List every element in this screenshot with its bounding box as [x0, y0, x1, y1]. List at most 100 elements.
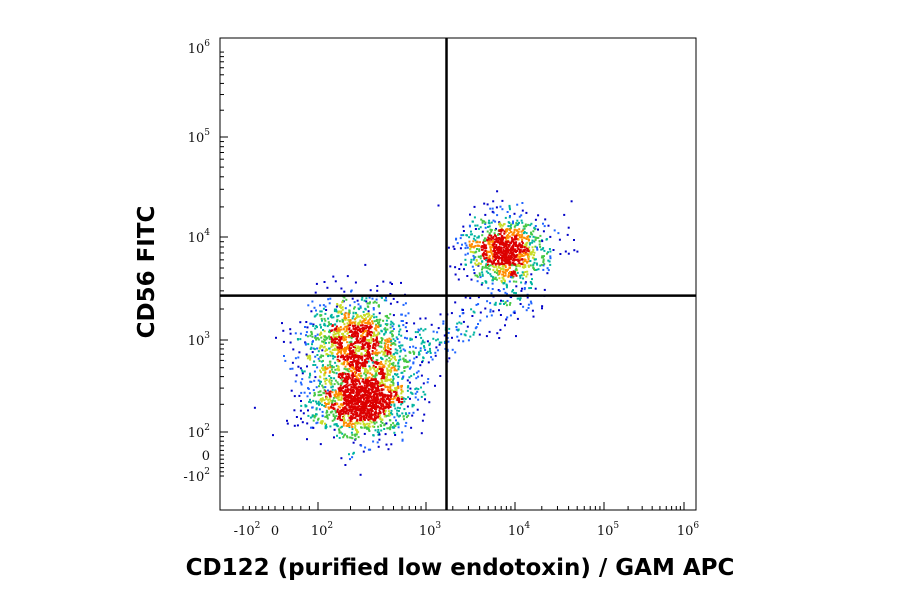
- event-dot: [357, 323, 360, 326]
- event-dot: [364, 391, 367, 393]
- event-dot: [354, 341, 357, 344]
- event-dot: [500, 229, 503, 232]
- event-dot: [389, 383, 392, 386]
- event-dot: [474, 262, 477, 265]
- event-dot: [498, 290, 501, 292]
- event-dot: [365, 349, 368, 352]
- event-dot: [358, 370, 361, 372]
- event-dot: [349, 436, 352, 439]
- event-dot: [454, 266, 457, 269]
- event-dot: [456, 322, 459, 325]
- event-dot: [342, 408, 345, 411]
- event-dot: [386, 353, 389, 356]
- event-dot: [342, 416, 345, 419]
- event-dot: [343, 356, 346, 359]
- event-dot: [417, 375, 420, 378]
- event-dot: [339, 350, 341, 353]
- event-dot: [385, 358, 388, 361]
- event-dot: [310, 310, 313, 313]
- event-dot: [342, 394, 345, 396]
- event-dot: [484, 266, 487, 269]
- event-dot: [372, 331, 375, 334]
- event-dot: [490, 260, 493, 263]
- event-dot: [463, 268, 465, 271]
- event-dot: [531, 278, 533, 281]
- event-dot: [348, 425, 351, 427]
- event-dot: [477, 227, 480, 230]
- event-dot: [321, 384, 324, 387]
- event-dot: [549, 235, 552, 238]
- event-dot: [346, 398, 349, 401]
- event-dot: [498, 256, 501, 259]
- event-dot: [337, 398, 340, 401]
- event-dot: [512, 259, 515, 262]
- event-dot: [515, 238, 518, 241]
- event-dot: [374, 393, 377, 396]
- event-dot: [354, 437, 357, 440]
- event-dot: [542, 247, 545, 250]
- event-dot: [505, 292, 508, 295]
- event-dot: [347, 318, 350, 321]
- event-dot: [478, 244, 481, 247]
- event-dot: [319, 376, 322, 379]
- event-dot: [349, 356, 352, 359]
- event-dot: [363, 394, 366, 397]
- event-dot: [347, 413, 350, 415]
- event-dot: [504, 264, 507, 267]
- event-dot: [291, 361, 294, 364]
- event-dot: [523, 227, 526, 230]
- event-dot: [516, 271, 519, 274]
- event-dot: [437, 327, 440, 330]
- event-dot: [533, 228, 536, 231]
- event-dot: [361, 388, 364, 390]
- event-dot: [300, 383, 303, 386]
- event-dot: [518, 255, 521, 258]
- event-dot: [411, 405, 414, 408]
- event-dot: [361, 396, 364, 399]
- event-dot: [529, 281, 532, 283]
- event-dot: [497, 241, 500, 244]
- event-dot: [429, 347, 431, 350]
- event-dot: [530, 222, 533, 225]
- event-dot: [324, 312, 327, 315]
- event-dot: [336, 434, 338, 437]
- event-dot: [474, 251, 477, 254]
- event-dot: [372, 340, 375, 343]
- event-dot: [344, 349, 347, 352]
- event-dot: [514, 248, 517, 251]
- event-dot: [312, 325, 315, 327]
- event-dot: [330, 351, 333, 354]
- event-dot: [333, 393, 336, 396]
- event-dot: [370, 378, 373, 381]
- event-dot: [332, 333, 335, 336]
- event-dot: [503, 253, 506, 256]
- event-dot: [319, 323, 322, 326]
- event-dot: [488, 258, 491, 261]
- event-dot: [512, 253, 515, 256]
- event-dot: [502, 271, 505, 274]
- event-dot: [283, 355, 285, 357]
- event-dot: [394, 348, 397, 351]
- event-dot: [379, 407, 382, 409]
- event-dot: [501, 242, 504, 245]
- event-dot: [481, 273, 484, 276]
- event-dot: [356, 403, 359, 406]
- event-dot: [503, 279, 506, 282]
- event-dot: [328, 398, 331, 401]
- event-dot: [477, 236, 480, 239]
- event-dot: [302, 412, 305, 415]
- event-dot: [508, 232, 511, 235]
- event-dot: [329, 354, 332, 357]
- event-dot: [344, 406, 347, 409]
- event-dot: [506, 259, 509, 261]
- event-dot: [375, 400, 378, 403]
- event-dot: [478, 248, 481, 251]
- event-dot: [530, 231, 532, 234]
- event-dot: [418, 333, 421, 336]
- event-dot: [324, 366, 327, 369]
- event-dot: [409, 391, 412, 394]
- event-dot: [366, 414, 369, 417]
- event-dot: [407, 396, 410, 399]
- event-dot: [357, 373, 360, 376]
- event-dot: [491, 288, 494, 290]
